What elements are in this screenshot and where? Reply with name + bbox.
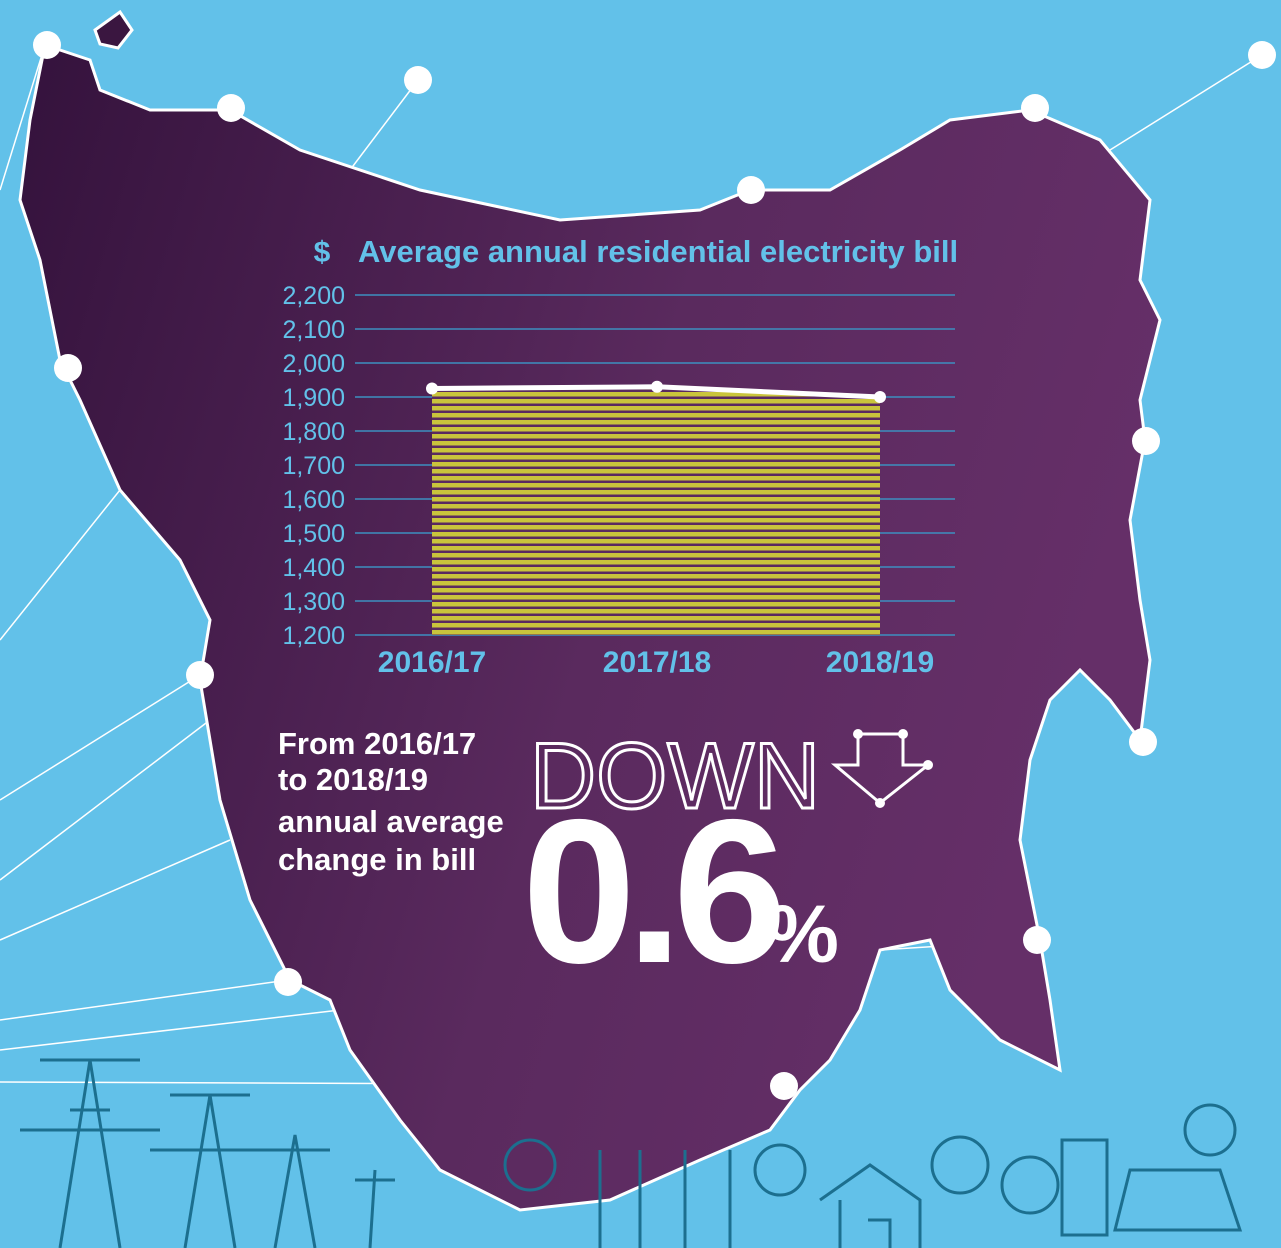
y-tick-label: 2,000 (282, 350, 345, 378)
y-tick-label: 1,700 (282, 452, 345, 480)
chart: $ Average annual residential electricity… (282, 234, 958, 679)
arrow-dots (853, 729, 933, 808)
y-tick-label: 1,600 (282, 486, 345, 514)
x-tick-label: 2017/18 (603, 646, 711, 679)
point (874, 391, 886, 403)
island (93, 9, 134, 50)
annotation-line: change in bill (278, 842, 476, 877)
chart-title: Average annual residential electricity b… (358, 234, 958, 269)
decor-dots (33, 31, 1276, 1100)
area (432, 386, 880, 635)
x-tick-label: 2016/17 (378, 646, 486, 679)
annotation: From 2016/17 to 2018/19 annual average c… (278, 722, 933, 1006)
y-tick-label: 1,200 (282, 622, 345, 650)
direction-word: DOWN (530, 723, 820, 828)
x-tick-label: 2018/19 (826, 646, 934, 679)
change-unit: % (766, 889, 839, 980)
annotation-line: From 2016/17 (278, 726, 476, 761)
annotation-line: annual average (278, 804, 504, 839)
annotation-line: to 2018/19 (278, 762, 428, 797)
y-tick-label: 2,200 (282, 282, 345, 310)
change-value: 0.6 (522, 777, 780, 1006)
y-tick-label: 2,100 (282, 316, 345, 344)
y-tick-label: 1,500 (282, 520, 345, 548)
y-tick-label: 1,800 (282, 418, 345, 446)
skyline-icons (20, 1058, 1243, 1248)
point (651, 380, 663, 393)
point (426, 382, 438, 395)
y-tick-label: 1,400 (282, 554, 345, 582)
y-axis-label: $ (314, 236, 331, 269)
y-tick-label: 1,300 (282, 588, 345, 616)
down-arrow (830, 732, 933, 805)
y-tick-label: 1,900 (282, 384, 345, 412)
